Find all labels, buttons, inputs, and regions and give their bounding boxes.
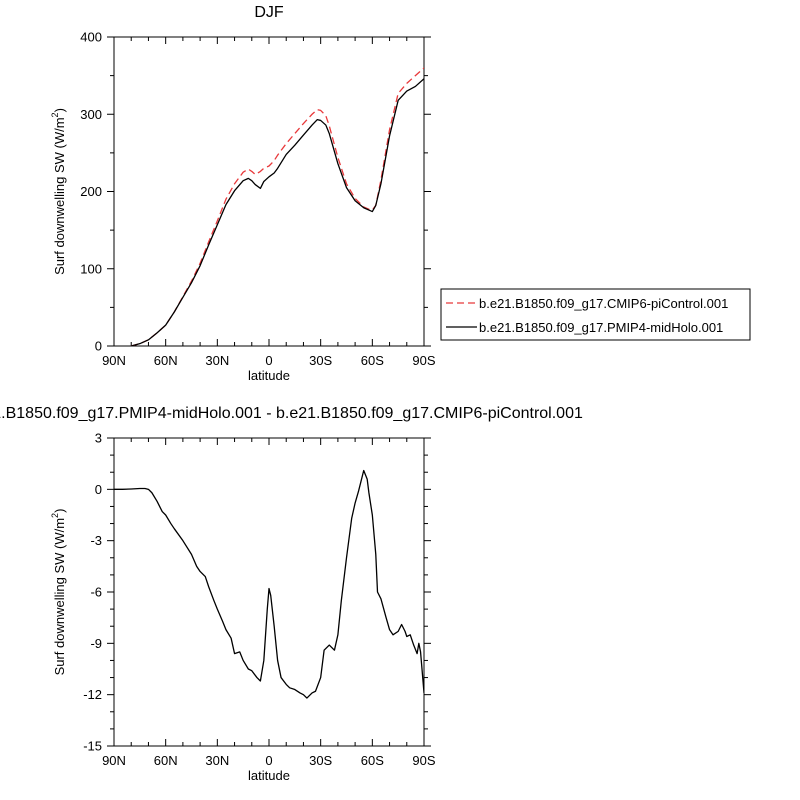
y-tick-label: 0 — [95, 339, 102, 354]
y-axis-label-main: Surf downwelling SW (W/m — [52, 518, 67, 675]
x-tick-label: 30N — [205, 753, 229, 768]
x-tick-label: 0 — [265, 753, 272, 768]
y-tick-label: 100 — [80, 261, 102, 276]
y-tick-label: 300 — [80, 107, 102, 122]
x-tick-label: 30S — [309, 753, 332, 768]
y-tick-label: 0 — [95, 482, 102, 497]
y-tick-label: -12 — [83, 687, 102, 702]
x-tick-label: 30N — [205, 353, 229, 368]
series-line-1 — [131, 67, 424, 346]
x-tick-label: 30S — [309, 353, 332, 368]
y-axis-label-close: ) — [52, 509, 67, 513]
y-axis-label-sup: 2 — [50, 112, 60, 117]
panel-2-title: b.e21.B1850.f09_g17.PMIP4-midHolo.001 - … — [0, 405, 583, 422]
x-tick-label: 60N — [154, 753, 178, 768]
x-tick-label: 60N — [154, 353, 178, 368]
x-axis-label: latitude — [248, 768, 290, 783]
legend-box — [440, 288, 751, 341]
x-tick-label: 90S — [412, 353, 435, 368]
x-tick-label: 60S — [361, 353, 384, 368]
x-tick-label: 90S — [412, 753, 435, 768]
legend-entry-2: b.e21.B1850.f09_g17.PMIP4-midHolo.001 — [479, 320, 723, 335]
x-tick-label: 0 — [265, 353, 272, 368]
y-tick-label: -15 — [83, 739, 102, 754]
y-tick-label: -9 — [90, 636, 102, 651]
y-tick-label: 200 — [80, 184, 102, 199]
y-tick-label: 400 — [80, 30, 102, 45]
series-line-1 — [114, 469, 424, 699]
legend: b.e21.B1850.f09_g17.CMIP6-piControl.001b… — [440, 288, 751, 341]
x-axis-label: latitude — [248, 368, 290, 383]
y-tick-label: -3 — [90, 533, 102, 548]
x-tick-label: 90N — [102, 753, 126, 768]
panel-1-title: DJF — [254, 4, 284, 21]
panel-1: DJF 90N 60N 30N 0 30S 60S 90S 0 100 200 300 400 latit… — [50, 4, 751, 383]
panel-2: b.e21.B1850.f09_g17.PMIP4-midHolo.001 - … — [0, 405, 583, 783]
y-tick-label: 3 — [95, 431, 102, 446]
y-axis-label-main: Surf downwelling SW (W/m — [52, 117, 67, 274]
y-axis-label: Surf downwelling SW (W/m2) — [50, 509, 67, 676]
legend-entry-1: b.e21.B1850.f09_g17.CMIP6-piControl.001 — [479, 296, 728, 311]
y-axis-label-sup: 2 — [50, 513, 60, 518]
y-axis-label: Surf downwelling SW (W/m2) — [50, 108, 67, 275]
series-line-2 — [131, 78, 424, 346]
x-tick-label: 60S — [361, 753, 384, 768]
panel-1-frame — [113, 36, 425, 347]
x-tick-label: 90N — [102, 353, 126, 368]
y-axis-label-close: ) — [52, 108, 67, 112]
y-tick-label: -6 — [90, 585, 102, 600]
